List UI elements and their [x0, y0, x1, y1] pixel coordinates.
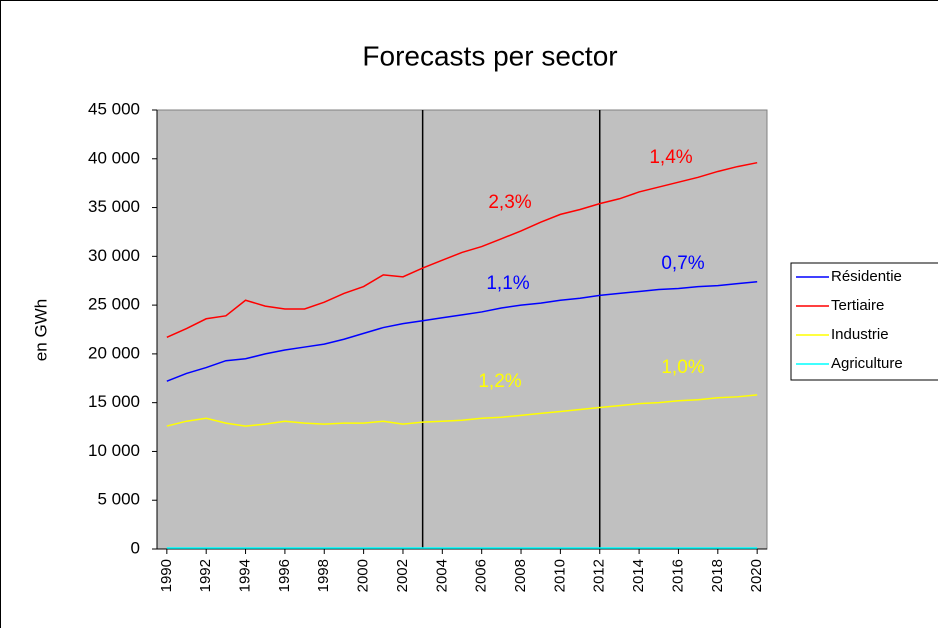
x-tick-label: 1990: [158, 559, 175, 592]
y-tick-label: 35 000: [88, 197, 140, 216]
series-line: [166, 280, 758, 382]
x-tick-label: 1994: [237, 559, 254, 592]
x-tick-label: 2004: [433, 559, 450, 592]
x-tick-label: 2020: [748, 559, 765, 592]
annotation: 1,1%: [486, 273, 529, 294]
x-tick-label: 2010: [551, 559, 568, 592]
legend-label: Tertiaire: [831, 297, 884, 314]
chart-title: Forecasts per sector: [362, 40, 617, 71]
x-tick-label: 2000: [355, 559, 372, 592]
annotation: 1,2%: [478, 371, 521, 392]
y-tick-label: 0: [131, 538, 140, 557]
x-tick-label: 2018: [709, 559, 726, 592]
legend-box: [790, 262, 938, 381]
y-tick-label: 20 000: [88, 343, 140, 362]
annotation: 2,3%: [488, 192, 531, 213]
y-tick-label: 15 000: [88, 392, 140, 411]
series-line: [166, 394, 758, 427]
y-tick-label: 5 000: [97, 490, 140, 509]
x-tick-label: 1996: [276, 559, 293, 592]
y-tick-label: 45 000: [88, 99, 140, 118]
y-tick-label: 25 000: [88, 295, 140, 314]
annotation: 1,4%: [649, 147, 692, 168]
x-tick-label: 2002: [394, 559, 411, 592]
series-line: [166, 161, 758, 338]
legend-label: Résidentie: [831, 268, 902, 285]
annotation: 0,7%: [661, 253, 704, 274]
y-axis-label: en GWh: [31, 299, 50, 361]
y-tick-label: 40 000: [88, 148, 140, 167]
legend-label: Industrie: [831, 326, 889, 343]
y-tick-label: 30 000: [88, 246, 140, 265]
plot-area: [156, 109, 768, 550]
x-tick-label: 2016: [669, 559, 686, 592]
x-tick-label: 2012: [591, 559, 608, 592]
x-tick-label: 2014: [630, 559, 647, 592]
x-tick-label: 1992: [197, 559, 214, 592]
x-tick-label: 1998: [315, 559, 332, 592]
x-tick-label: 2006: [473, 559, 490, 592]
x-tick-label: 2008: [512, 559, 529, 592]
annotation: 1,0%: [661, 357, 704, 378]
legend-label: Agriculture: [831, 355, 903, 372]
y-tick-label: 10 000: [88, 441, 140, 460]
